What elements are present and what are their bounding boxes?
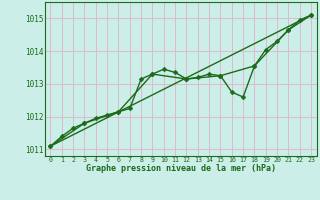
X-axis label: Graphe pression niveau de la mer (hPa): Graphe pression niveau de la mer (hPa) — [86, 164, 276, 173]
